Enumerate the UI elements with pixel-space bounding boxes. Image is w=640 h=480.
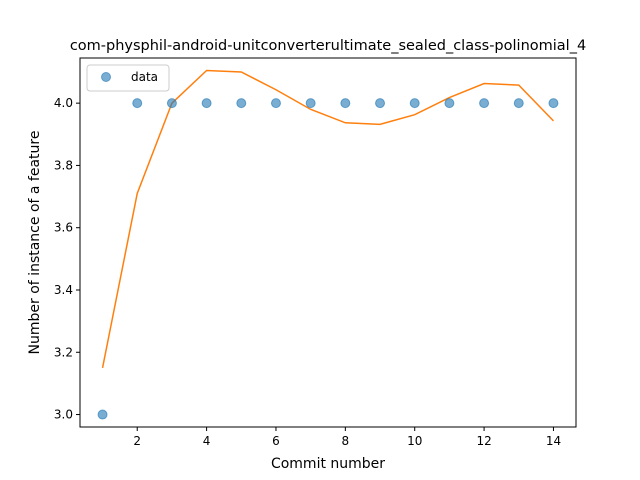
data-point xyxy=(166,98,177,109)
legend-marker xyxy=(101,72,111,82)
y-axis-label: Number of instance of a feature xyxy=(27,131,43,355)
fit-line xyxy=(101,69,554,368)
y-tick-label: 3.4 xyxy=(54,283,73,297)
data-point xyxy=(270,98,281,109)
x-tick-label: 10 xyxy=(407,434,422,448)
x-axis: 2 4 6 8 10 12 14 xyxy=(133,427,561,448)
x-tick-label: 4 xyxy=(203,434,211,448)
legend: data xyxy=(86,64,170,92)
fit-line-series xyxy=(101,69,554,368)
plot-area xyxy=(79,57,577,428)
data-point xyxy=(548,98,559,109)
chart-title: com-physphil-android-unitconverterultima… xyxy=(70,38,586,54)
x-tick-label: 2 xyxy=(133,434,141,448)
data-point xyxy=(236,98,247,109)
legend-label: data xyxy=(131,70,158,84)
data-point xyxy=(340,98,351,109)
data-point xyxy=(513,98,524,109)
x-axis-label: Commit number xyxy=(271,456,385,472)
x-tick-label: 8 xyxy=(342,434,350,448)
data-point xyxy=(444,98,455,109)
data-point xyxy=(132,98,143,109)
data-point xyxy=(201,98,212,109)
data-point xyxy=(305,98,316,109)
data-point xyxy=(97,409,108,420)
data-series xyxy=(97,98,559,420)
y-tick-label: 3.6 xyxy=(54,221,73,235)
x-tick-label: 12 xyxy=(476,434,491,448)
y-tick-label: 3.8 xyxy=(54,158,73,172)
data-point xyxy=(375,98,386,109)
legend-box xyxy=(86,64,170,92)
x-tick-label: 6 xyxy=(272,434,280,448)
x-tick-label: 14 xyxy=(546,434,561,448)
data-point xyxy=(409,98,420,109)
y-tick-label: 3.0 xyxy=(54,408,73,422)
y-tick-label: 4.0 xyxy=(54,96,73,110)
y-axis: 3.0 3.2 3.4 3.6 3.8 4.0 xyxy=(54,96,80,422)
data-point xyxy=(479,98,490,109)
y-tick-label: 3.2 xyxy=(54,345,73,359)
